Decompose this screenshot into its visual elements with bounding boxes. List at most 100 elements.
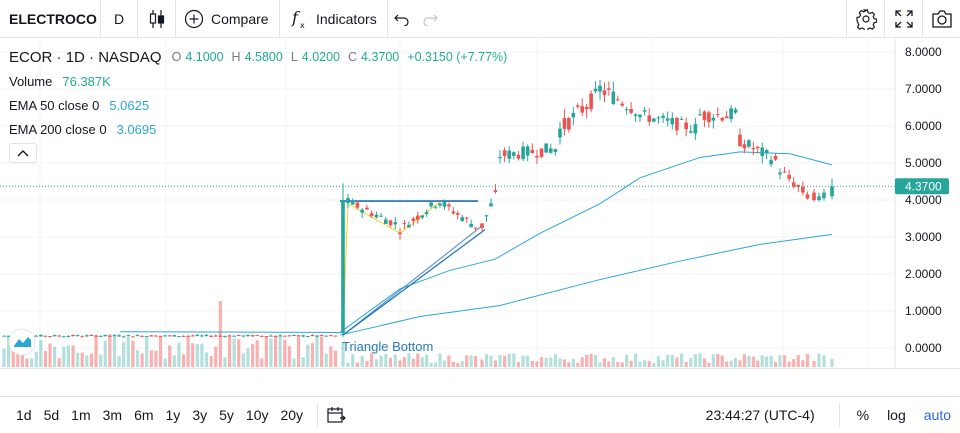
compare-button[interactable]: Compare xyxy=(176,0,280,38)
candle-body xyxy=(429,202,433,207)
candle-body xyxy=(830,186,834,197)
candle-body xyxy=(525,146,530,156)
legend-volume-row[interactable]: Volume 76.387K xyxy=(9,69,511,93)
last-price-badge xyxy=(895,178,949,195)
volume-bar xyxy=(675,357,679,367)
volume-bar xyxy=(76,352,80,367)
candle-body xyxy=(355,202,360,208)
volume-bar xyxy=(773,361,778,367)
volume-bar xyxy=(702,358,707,367)
candle-body xyxy=(333,335,338,337)
candle-body xyxy=(575,105,580,107)
price-tick-label: 0.0000 xyxy=(905,341,942,355)
price-chart[interactable]: Triangle Bottom 8.0000 7.0000 6.0000 5.0000… xyxy=(0,39,960,388)
volume-bar xyxy=(241,353,245,367)
candle-body xyxy=(287,335,292,337)
undo-icon[interactable] xyxy=(394,12,410,26)
candle-body xyxy=(398,232,402,235)
volume-bar xyxy=(237,339,241,367)
range-3y[interactable]: 3y xyxy=(192,407,208,423)
candle-body xyxy=(755,146,760,149)
legend-volume-label: Volume xyxy=(9,73,53,89)
candle-body xyxy=(209,335,213,337)
range-5d[interactable]: 5d xyxy=(43,407,60,423)
volume-bar xyxy=(379,355,383,367)
range-selector: 1d 5d 1m 3m 6m 1y 3y 5y 10y 20y xyxy=(0,400,309,430)
candle-body xyxy=(296,335,301,337)
candle-body xyxy=(301,335,305,337)
chart-pane[interactable]: Triangle Bottom 8.0000 7.0000 6.0000 5.0000… xyxy=(0,39,960,388)
auto-toggle[interactable]: auto xyxy=(923,407,951,423)
volume-bar xyxy=(214,346,218,367)
candle-body xyxy=(52,335,57,337)
volume-bar xyxy=(246,348,250,367)
settings-button[interactable] xyxy=(846,0,884,38)
legend-collapse-button[interactable] xyxy=(9,143,37,163)
volume-bar xyxy=(296,335,301,367)
legend-ema50-row[interactable]: EMA 50 close 0 5.0625 xyxy=(9,93,511,117)
candle-body xyxy=(126,335,131,337)
pattern-label: Triangle Bottom xyxy=(342,339,433,354)
chart-legend: ECOR · 1D · NASDAQ O 4.1000 H 4.5800 L 4.02… xyxy=(9,45,511,163)
volume-bar xyxy=(191,343,195,367)
date-range-icon[interactable] xyxy=(326,406,346,424)
range-3m[interactable]: 3m xyxy=(102,407,123,423)
volume-bar xyxy=(388,357,393,367)
percent-toggle[interactable]: % xyxy=(856,407,870,423)
volume-bar xyxy=(643,360,647,367)
redo-icon[interactable] xyxy=(422,12,438,26)
chart-type-button[interactable] xyxy=(138,0,176,38)
candle-body xyxy=(489,203,493,207)
volume-bar xyxy=(329,346,333,367)
snapshot-button[interactable] xyxy=(922,0,960,38)
volume-bar xyxy=(711,354,715,367)
volume-bar xyxy=(135,350,140,367)
volume-bar xyxy=(57,357,61,367)
volume-bar xyxy=(227,335,232,367)
volume-bar xyxy=(484,354,489,367)
indicators-button[interactable]: f x Indicators xyxy=(280,0,388,38)
candle-body xyxy=(186,335,190,337)
logo-mark xyxy=(14,337,31,347)
volume-bar xyxy=(498,354,502,367)
legend-ema200-row[interactable]: EMA 200 close 0 3.0695 xyxy=(9,117,511,141)
range-20y[interactable]: 20y xyxy=(280,407,304,423)
legend-open-label: O xyxy=(171,50,182,64)
volume-bar xyxy=(306,344,310,367)
range-5y[interactable]: 5y xyxy=(219,407,234,423)
range-1y[interactable]: 1y xyxy=(165,407,181,423)
candle-body xyxy=(464,217,469,219)
symbol-search[interactable]: ELECTROCO xyxy=(0,0,101,38)
candle-body xyxy=(292,334,296,336)
fullscreen-button[interactable] xyxy=(884,0,922,38)
candle-body xyxy=(720,117,725,121)
candle-body xyxy=(227,335,232,337)
range-10y[interactable]: 10y xyxy=(245,407,269,423)
volume-bar xyxy=(562,359,567,367)
volume-bar xyxy=(433,362,438,367)
volume-bar xyxy=(679,353,684,367)
volume-bar xyxy=(647,360,651,367)
volume-bar xyxy=(638,361,642,367)
fullscreen-icon xyxy=(894,10,913,28)
interval-button[interactable]: D xyxy=(101,0,138,38)
volume-bar xyxy=(324,353,328,367)
volume-bar xyxy=(374,359,378,367)
log-toggle[interactable]: log xyxy=(887,407,906,423)
volume-bar xyxy=(425,354,429,367)
range-6m[interactable]: 6m xyxy=(134,407,154,423)
volume-bar xyxy=(407,353,411,367)
tradingview-logo[interactable] xyxy=(8,328,36,356)
volume-bar xyxy=(333,350,337,367)
candle-body xyxy=(787,174,791,179)
volume-bar xyxy=(742,354,747,367)
fx-icon: f x xyxy=(291,8,305,30)
range-1d[interactable]: 1d xyxy=(16,407,32,423)
range-1m[interactable]: 1m xyxy=(71,407,91,423)
volume-bar xyxy=(99,354,103,367)
volume-bar xyxy=(269,338,273,367)
candle-body xyxy=(144,336,149,338)
volume-bar xyxy=(684,361,688,367)
clock-time[interactable]: 23:44:27 (UTC-4) xyxy=(705,407,815,423)
volume-bar xyxy=(218,301,222,367)
